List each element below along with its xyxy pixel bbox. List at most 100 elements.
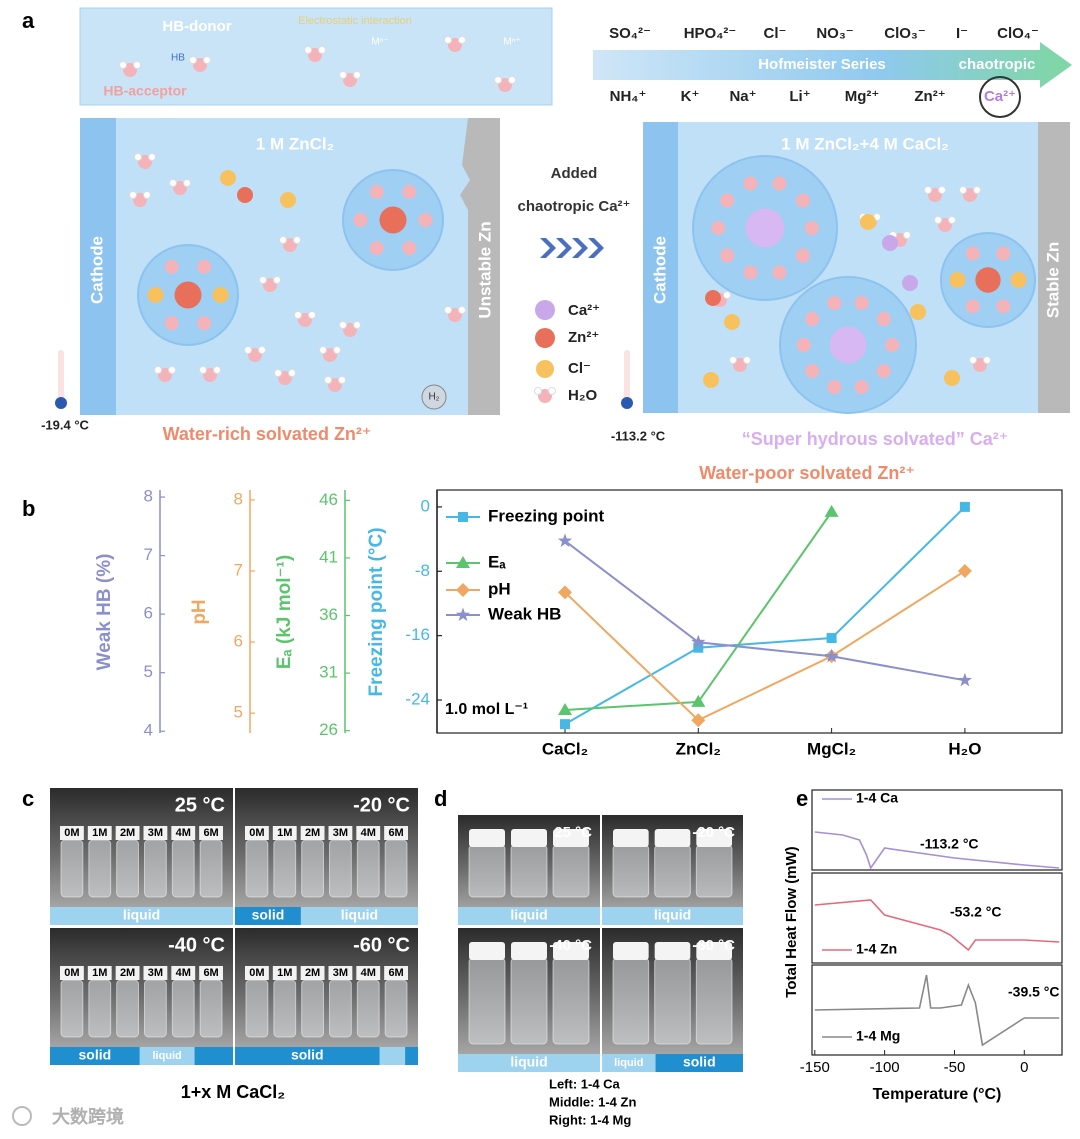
dsc-curve (814, 899, 1060, 952)
state-label: liquid (654, 907, 691, 923)
caption: 1+x M CaCl₂ (181, 1082, 286, 1102)
vial (552, 844, 590, 898)
vial-label-box (60, 966, 84, 980)
cation-label: K⁺ (681, 88, 700, 105)
shape (903, 231, 911, 239)
vial-label-box (328, 966, 353, 980)
shape (973, 186, 981, 194)
annotation: 1.0 mol L⁻¹ (445, 701, 528, 718)
panel-label: a (22, 8, 35, 33)
vial-label-box (245, 966, 269, 980)
legend-label: Freezing point (488, 506, 605, 525)
anode-label: Stable Zn (1043, 242, 1062, 319)
shape (164, 259, 179, 274)
shape (353, 321, 361, 329)
vial (171, 979, 195, 1038)
vial-label-box (272, 826, 297, 840)
shape (854, 380, 869, 395)
shape (237, 187, 253, 203)
state-bar (379, 1047, 406, 1065)
vial-label-box (384, 826, 408, 840)
shape (154, 366, 162, 374)
vial (356, 979, 380, 1038)
shape (729, 356, 737, 364)
cathode-label: Cathode (650, 236, 669, 304)
marker (824, 504, 839, 517)
vial (695, 957, 733, 1045)
shape (938, 186, 946, 194)
shape (212, 287, 229, 303)
shape (1010, 272, 1027, 288)
shape (743, 265, 758, 280)
anion-label: ClO₄⁻ (997, 25, 1039, 42)
shape (804, 221, 819, 235)
shape (772, 265, 787, 280)
vial-label-box (60, 826, 84, 840)
caption: Middle: 1-4 Zn (549, 1094, 636, 1109)
marker (691, 713, 706, 728)
legend-label: Ca²⁺ (568, 302, 600, 319)
anion-label: SO₄²⁻ (609, 25, 651, 42)
shape (220, 170, 236, 186)
shape (588, 238, 604, 258)
vial-label: 6M (388, 827, 403, 839)
box-title: 1 M ZnCl₂ (256, 134, 334, 153)
marker (957, 564, 972, 578)
shape (369, 241, 384, 256)
state-bar (655, 1054, 743, 1072)
shape (421, 384, 447, 410)
axis-title: Total Heat Flow (mW) (783, 846, 800, 997)
axis-title: Weak HB (%) (94, 554, 115, 671)
y-tick-label: 5 (234, 703, 243, 722)
vial-label-box (115, 966, 140, 980)
electrostatic: Electrostatic interaction (298, 15, 412, 27)
y-tick-label: 8 (234, 489, 243, 508)
hb-label: HB (171, 53, 185, 64)
shape (910, 304, 926, 320)
temperature: -20 °C (692, 824, 735, 841)
vial (144, 839, 167, 898)
vial (245, 979, 269, 1038)
shape (796, 338, 811, 352)
marker (456, 556, 470, 568)
vial-label-box (199, 826, 223, 840)
shape (460, 118, 500, 415)
shape (164, 316, 179, 331)
vial-label-box (87, 826, 112, 840)
shape (280, 192, 296, 208)
vial (384, 979, 408, 1038)
vial (245, 839, 269, 898)
cathode-label: Cathode (87, 236, 106, 304)
hb-acceptor: HB-acceptor (103, 83, 187, 99)
caption: Left: 1-4 Ca (549, 1076, 621, 1091)
marker (691, 694, 706, 707)
temperature: -40 °C (549, 937, 592, 954)
state-bar (50, 1047, 140, 1065)
legend-label: H₂O (568, 387, 597, 404)
shape (983, 356, 991, 364)
x-tick-label: -150 (800, 1059, 830, 1076)
shape (273, 276, 281, 284)
dsc-curve (814, 831, 1060, 870)
shape (324, 376, 332, 384)
shape (293, 236, 301, 244)
vial-label-box (87, 966, 112, 980)
vial-label-box (328, 826, 353, 840)
marker (693, 642, 704, 653)
marker (456, 583, 470, 597)
anion-label: NO₃⁻ (816, 25, 853, 42)
shape (58, 350, 64, 400)
state-label: liquid (152, 1050, 181, 1062)
shape (80, 118, 116, 415)
shape (168, 366, 176, 374)
shape (805, 312, 820, 327)
shape (279, 236, 287, 244)
vial-label: 4M (176, 827, 191, 839)
shape (969, 356, 977, 364)
vial-label: 0M (249, 967, 264, 979)
shape (369, 184, 384, 199)
legend-label: pH (488, 579, 511, 598)
temperature: -19.4 °C (41, 417, 89, 432)
y-tick-label: -24 (405, 689, 430, 708)
